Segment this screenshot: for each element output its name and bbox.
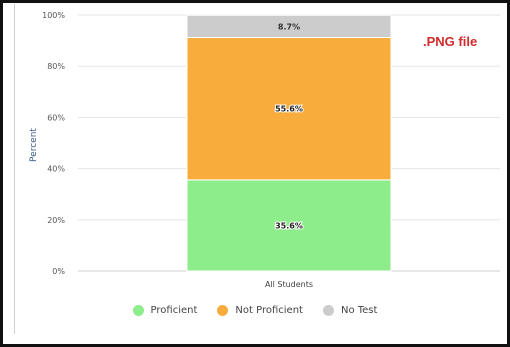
bar-segment-not-proficient — [186, 37, 392, 181]
y-tick-label: 20% — [47, 216, 65, 225]
x-tick-labels: All Students — [265, 280, 313, 289]
y-tick-label: 80% — [47, 62, 65, 71]
y-tick-label: 0% — [52, 267, 65, 276]
y-tick-labels: 0% 20% 40% 60% 80% 100% — [42, 11, 65, 276]
bar-segment-proficient — [186, 179, 392, 272]
y-tick-label: 40% — [47, 165, 65, 174]
legend-label: Not Proficient — [235, 304, 303, 316]
legend-label: Proficient — [150, 304, 198, 316]
data-label: 55.6% — [275, 105, 303, 114]
y-tick-label: 100% — [42, 11, 65, 20]
data-label: 8.7% — [278, 22, 300, 31]
legend-label: No Test — [340, 304, 378, 316]
data-labels: 35.6% 55.6% 8.7% — [274, 22, 304, 231]
legend-item-proficient[interactable]: Proficient — [132, 304, 198, 316]
legend-swatch-icon — [132, 304, 144, 316]
legend-swatch-icon — [322, 304, 334, 316]
legend: Proficient Not Proficient No Test — [0, 301, 510, 319]
y-axis-label: Percent — [29, 128, 39, 162]
bar-segments — [186, 14, 392, 272]
frame-inner-edge — [14, 4, 15, 334]
y-tick-label: 60% — [47, 113, 65, 122]
bar-segment-no-test — [186, 14, 392, 39]
x-tick-label: All Students — [265, 280, 313, 289]
data-label: 35.6% — [275, 221, 303, 230]
legend-item-no-test[interactable]: No Test — [322, 304, 378, 316]
png-file-watermark: .PNG file — [423, 34, 478, 49]
legend-item-not-proficient[interactable]: Not Proficient — [217, 304, 303, 316]
legend-swatch-icon — [217, 304, 229, 316]
